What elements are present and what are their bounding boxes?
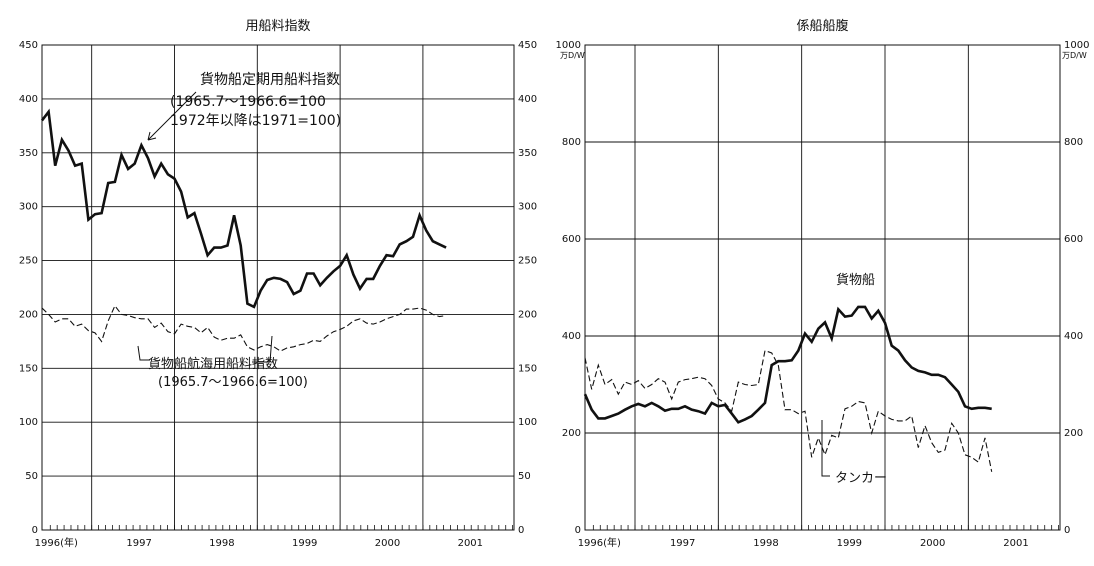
- y-tick-label: 0: [575, 525, 581, 536]
- y-tick-label: 200: [19, 309, 38, 320]
- series-layer: [583, 305, 993, 472]
- x-tick-label: 1998: [753, 538, 778, 549]
- y-tick-label: 200: [562, 428, 581, 439]
- x-tick-label: 2000: [920, 538, 945, 549]
- y-unit-label: 万D/W: [560, 51, 585, 60]
- series-label: タンカー: [835, 471, 887, 486]
- series-note: (1965.7～1966.6=100): [158, 375, 308, 390]
- chart-left: 用船料指数 0 0 50 50 100 100 150 150 200 200 250 250 300 3…: [19, 19, 537, 549]
- annotations: 万D/W 万D/W 貨物船 タンカー: [560, 51, 1087, 486]
- y-tick-label: 400: [1064, 331, 1083, 342]
- chart-title: 係船船腹: [796, 18, 848, 34]
- grid: [42, 44, 514, 531]
- x-tick-label: 2001: [458, 538, 483, 549]
- x-tick-label: 1997: [126, 538, 151, 549]
- y-tick-label: 600: [562, 234, 581, 245]
- x-tick-label: 1996(年): [35, 536, 78, 549]
- y-tick-label: 100: [518, 417, 537, 428]
- x-tick-label: 1998: [209, 538, 234, 549]
- y-tick-label: 150: [518, 363, 537, 374]
- y-tick-label: 250: [19, 256, 38, 267]
- x-tick-label: 1999: [292, 538, 317, 549]
- series-note: (1965.7～1966.6=100: [170, 94, 326, 110]
- y-tick-label: 300: [518, 202, 537, 213]
- chart-right: 係船船腹 0 0 200 200 400 400 600 600 800 800 1000 1000 1…: [556, 18, 1090, 549]
- x-tick-label: 1996(年): [578, 536, 621, 549]
- y-tick-label: 350: [518, 148, 537, 159]
- y-tick-label: 100: [19, 417, 38, 428]
- y-tick-label: 800: [562, 137, 581, 148]
- x-tick-label: 1999: [837, 538, 862, 549]
- series-layer: [40, 108, 447, 352]
- y-tick-label: 400: [19, 94, 38, 105]
- y-tick-label: 200: [1064, 428, 1083, 439]
- y-tick-label: 450: [19, 40, 38, 51]
- series-line-solid: [583, 305, 992, 424]
- axes: 0 0 200 200 400 400 600 600 800 800 1000 1000 1996(年…: [556, 40, 1090, 549]
- series-line-solid: [40, 108, 447, 309]
- y-unit-label: 万D/W: [1062, 51, 1087, 60]
- y-tick-label: 1000: [1064, 40, 1089, 51]
- annotation-arrow: [137, 335, 273, 363]
- series-label: 貨物船航海用船料指数: [148, 356, 278, 372]
- y-tick-label: 1000: [556, 40, 581, 51]
- annotation-arrow: [821, 420, 830, 477]
- annotations: 貨物船定期用船料指数 (1965.7～1966.6=100 1972年以降は19…: [137, 71, 341, 390]
- y-tick-label: 0: [32, 525, 38, 536]
- chart-title: 用船料指数: [245, 19, 310, 34]
- y-tick-label: 800: [1064, 137, 1083, 148]
- y-tick-label: 200: [518, 309, 537, 320]
- y-tick-label: 250: [518, 256, 537, 267]
- annotation-arrow: [147, 91, 197, 141]
- y-tick-label: 600: [1064, 234, 1083, 245]
- series-label: 貨物船: [836, 272, 875, 288]
- series-line-dashed: [584, 349, 993, 472]
- y-tick-label: 450: [518, 40, 537, 51]
- axes: 0 0 50 50 100 100 150 150 200 200 250 250 300 300 350 3…: [19, 40, 537, 549]
- y-tick-label: 300: [19, 202, 38, 213]
- y-tick-label: 350: [19, 148, 38, 159]
- series-line-dashed: [41, 304, 447, 352]
- y-tick-label: 150: [19, 363, 38, 374]
- x-tick-label: 2000: [375, 538, 400, 549]
- series-label: 貨物船定期用船料指数: [200, 71, 340, 88]
- y-tick-label: 0: [1064, 525, 1070, 536]
- y-tick-label: 50: [25, 471, 38, 482]
- y-tick-label: 0: [518, 525, 524, 536]
- x-tick-label: 1997: [670, 538, 695, 549]
- x-tick-label: 2001: [1003, 538, 1028, 549]
- y-tick-label: 50: [518, 471, 531, 482]
- y-tick-label: 400: [518, 94, 537, 105]
- series-note: 1972年以降は1971=100): [170, 113, 341, 129]
- y-tick-label: 400: [562, 331, 581, 342]
